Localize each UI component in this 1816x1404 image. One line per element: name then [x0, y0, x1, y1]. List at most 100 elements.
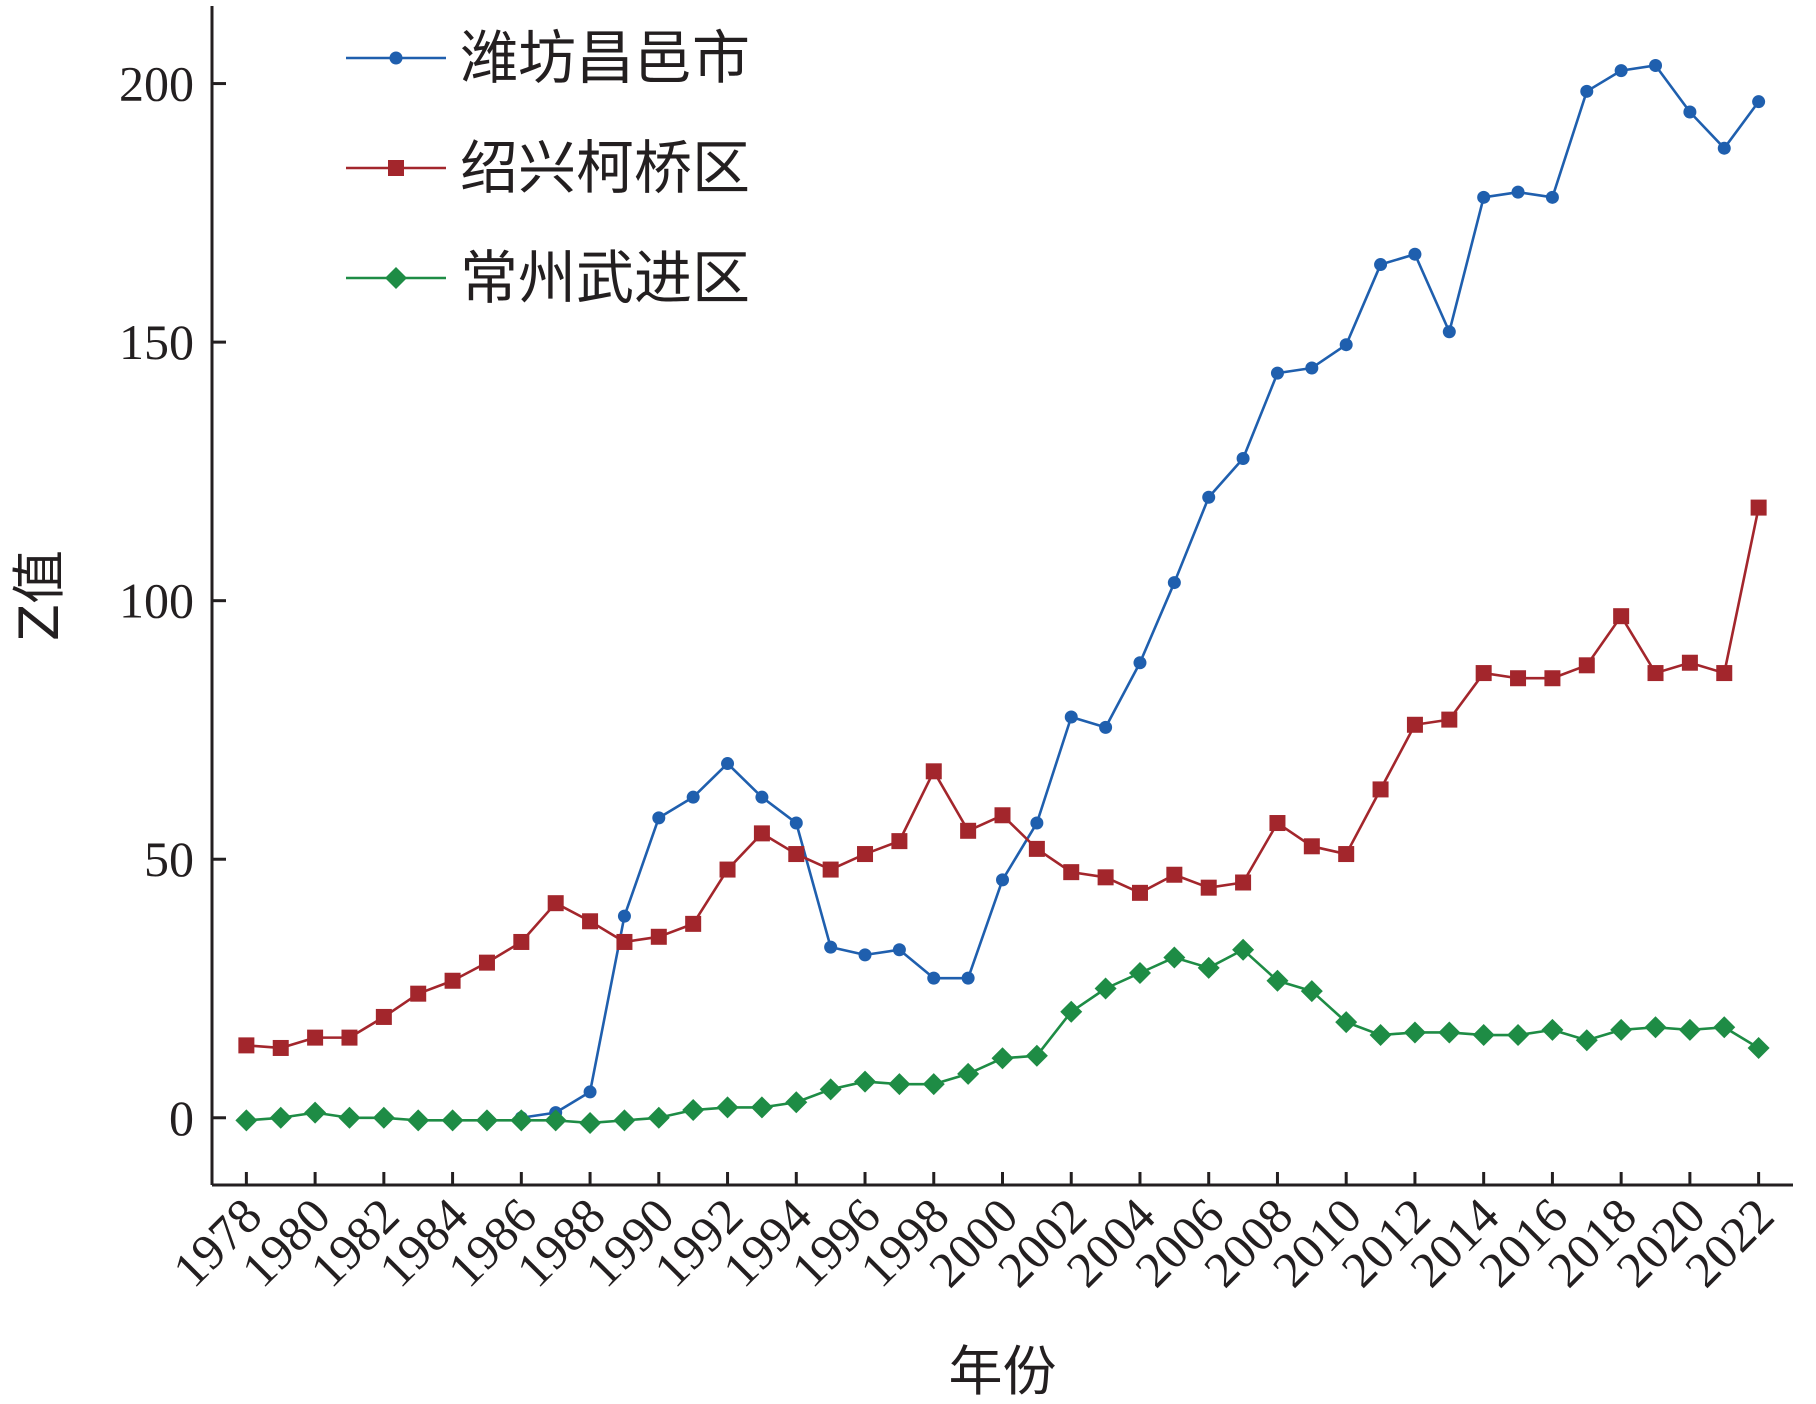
data-point — [478, 954, 495, 971]
data-point — [341, 1029, 358, 1046]
series-3 — [235, 938, 1770, 1134]
y-axis-ticks: 0 50 100 150 200 — [119, 56, 226, 1146]
data-point — [1236, 451, 1250, 465]
data-point — [1713, 1016, 1736, 1039]
data-point — [544, 1109, 567, 1132]
data-point — [1580, 84, 1594, 98]
legend-item: 潍坊昌邑市 — [346, 24, 750, 92]
y-tick-label: 200 — [119, 56, 194, 112]
legend-marker — [388, 160, 404, 176]
data-point — [1649, 58, 1663, 72]
data-point — [788, 846, 805, 863]
data-point — [338, 1106, 361, 1129]
data-point — [1099, 720, 1113, 734]
data-point — [789, 816, 803, 830]
data-point — [716, 1096, 739, 1119]
data-point — [1575, 1029, 1598, 1052]
data-point — [513, 933, 530, 950]
data-point — [1683, 105, 1697, 119]
data-point — [1408, 247, 1422, 261]
data-point — [857, 846, 874, 863]
data-point — [685, 915, 702, 932]
data-point — [1064, 710, 1078, 724]
data-point — [475, 1109, 498, 1132]
data-point — [1541, 1018, 1564, 1041]
data-point — [719, 861, 736, 878]
data-point — [1235, 874, 1252, 891]
data-point — [892, 943, 906, 957]
data-point — [1335, 1011, 1358, 1034]
data-point — [444, 972, 461, 989]
data-point — [1133, 656, 1147, 670]
data-point — [1266, 969, 1289, 992]
legend-item: 绍兴柯桥区 — [346, 134, 750, 202]
data-point — [1232, 938, 1255, 961]
data-point — [822, 861, 839, 878]
data-point — [991, 1047, 1014, 1070]
data-point — [410, 985, 427, 1002]
data-point — [927, 971, 941, 985]
data-point — [1406, 716, 1423, 733]
data-point — [1025, 1044, 1048, 1067]
x-axis-ticks: 1978198019821984198619881990199219941996… — [162, 1172, 1784, 1297]
data-point — [922, 1073, 945, 1096]
data-point — [961, 971, 975, 985]
data-point — [1300, 980, 1323, 1003]
data-point — [407, 1109, 430, 1132]
data-point — [1747, 1036, 1770, 1059]
data-point — [686, 790, 700, 804]
data-point — [647, 1106, 670, 1129]
y-tick-label: 100 — [119, 573, 194, 629]
data-point — [1094, 977, 1117, 1000]
legend-label: 潍坊昌邑市 — [460, 24, 750, 92]
data-point — [1030, 816, 1044, 830]
data-point — [1374, 258, 1388, 272]
data-point — [375, 1008, 392, 1025]
data-point — [583, 1085, 597, 1099]
data-point — [1063, 864, 1080, 881]
data-point — [1750, 499, 1767, 516]
data-point — [824, 940, 838, 954]
data-point — [1163, 946, 1186, 969]
data-point — [888, 1073, 911, 1096]
data-point — [1477, 190, 1491, 204]
data-point — [1270, 366, 1284, 380]
data-point — [1131, 884, 1148, 901]
data-point — [957, 1062, 980, 1085]
series-2 — [238, 499, 1767, 1056]
data-point — [960, 822, 977, 839]
data-point — [272, 1039, 289, 1056]
series-line — [246, 948, 1760, 1125]
data-point — [372, 1106, 395, 1129]
data-point — [1269, 815, 1286, 832]
data-point — [785, 1091, 808, 1114]
data-point — [996, 873, 1009, 887]
data-point — [1644, 1016, 1667, 1039]
x-axis-title: 年份 — [949, 1340, 1057, 1403]
data-point — [304, 1101, 327, 1124]
data-point — [750, 1096, 773, 1119]
data-point — [1166, 866, 1183, 883]
data-point — [1097, 869, 1114, 886]
data-point — [994, 807, 1011, 824]
data-point — [1438, 1021, 1461, 1044]
data-point — [925, 763, 942, 780]
series-layer — [235, 58, 1770, 1134]
data-point — [1442, 325, 1456, 339]
data-point — [1200, 879, 1217, 896]
data-point — [682, 1099, 705, 1122]
legend-label: 绍兴柯桥区 — [460, 134, 750, 202]
data-point — [1610, 1018, 1633, 1041]
legend-label: 常州武进区 — [460, 244, 750, 312]
data-point — [650, 928, 667, 945]
data-point — [1128, 961, 1151, 984]
data-point — [1544, 670, 1561, 687]
data-point — [1167, 576, 1181, 590]
y-axis-title: Z值 — [8, 550, 71, 641]
data-point — [753, 825, 770, 842]
data-point — [238, 1037, 255, 1054]
data-point — [269, 1106, 292, 1129]
data-point — [441, 1109, 464, 1132]
data-point — [582, 913, 599, 930]
